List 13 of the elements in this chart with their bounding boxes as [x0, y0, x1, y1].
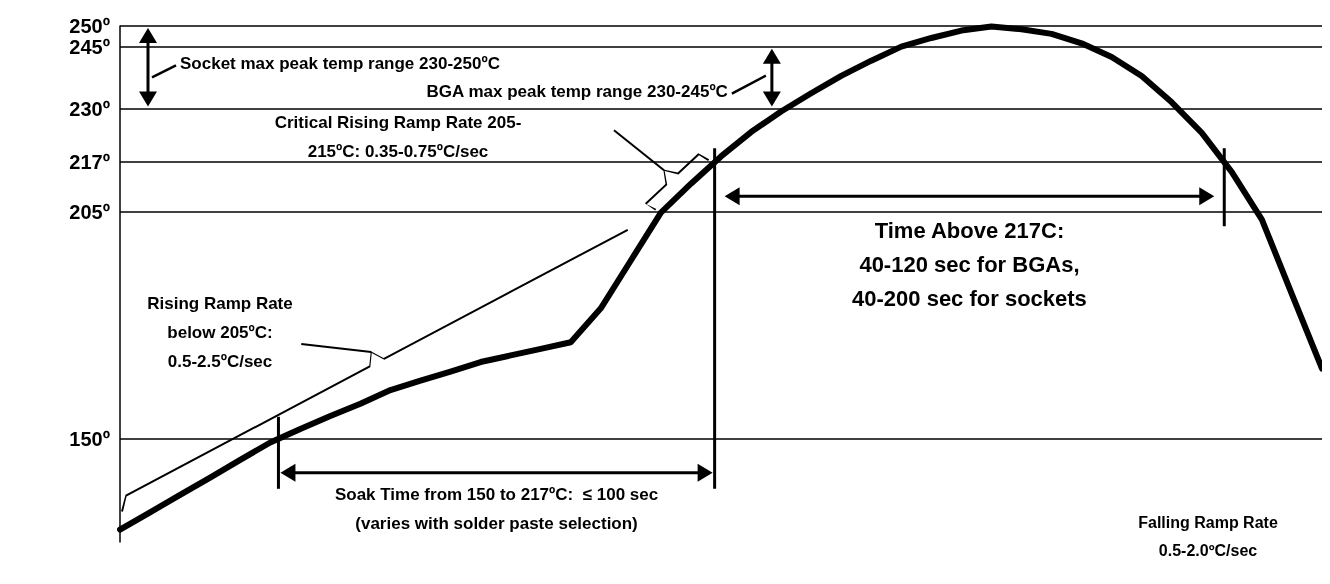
annotation: Rising Ramp Rate below 205ºC: 0.5-2.5ºC/sec	[147, 293, 293, 371]
y-tick-label: 245º	[69, 35, 110, 58]
annotation: Socket max peak temp range 230-250ºC	[180, 53, 500, 73]
y-tick-label: 217º	[69, 151, 110, 174]
annotation: Falling Ramp Rate 0.5-2.0ºC/sec	[1138, 513, 1278, 559]
y-tick-label: 150º	[69, 427, 110, 450]
y-tick-label: 250º	[69, 15, 110, 37]
y-tick-label: 205º	[69, 200, 110, 223]
annotation: Time Above 217C: 40-120 sec for BGAs, 40-200 sec for sockets	[852, 217, 1087, 311]
annotation: BGA max peak temp range 230-245ºC	[426, 82, 728, 102]
y-tick-label: 230º	[69, 97, 110, 120]
annotation: Critical Rising Ramp Rate 205- 215ºC: 0.35-0.75ºC/sec	[274, 112, 522, 161]
annotation: Soak Time from 150 to 217ºC: ≤ 100 sec (varies with solder paste selection)	[334, 484, 659, 533]
